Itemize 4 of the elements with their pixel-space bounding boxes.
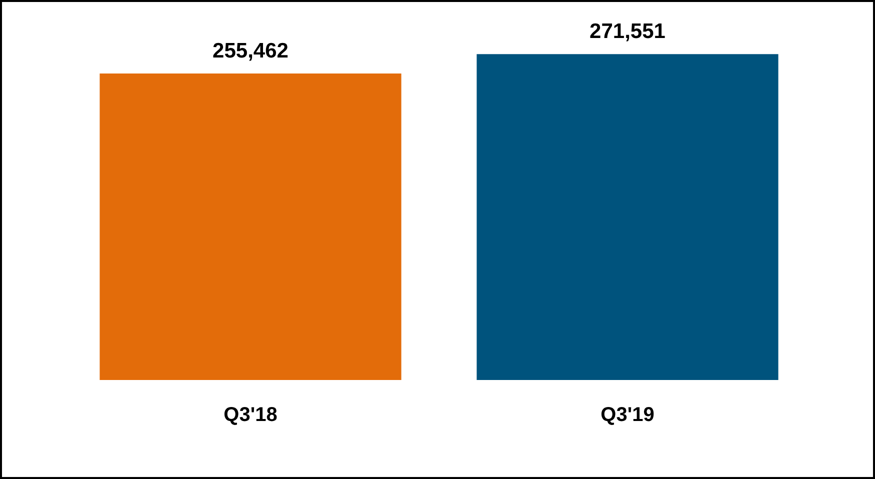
data-label: 271,551 — [590, 20, 666, 44]
data-label: 255,462 — [212, 39, 288, 62]
x-tick-label: Q3'19 — [600, 404, 654, 426]
x-tick-label: Q3'18 — [224, 404, 278, 426]
